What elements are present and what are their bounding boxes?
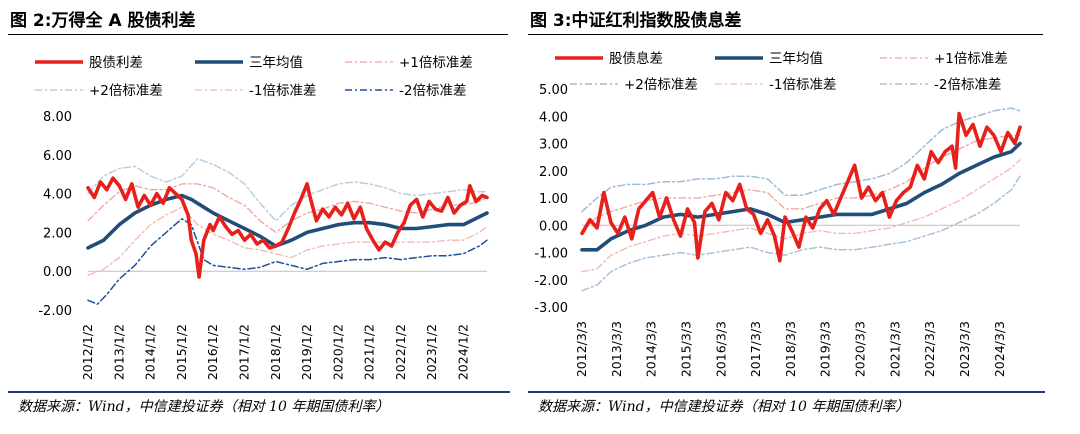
legend-label: +2倍标准差 bbox=[624, 77, 698, 93]
x-tick-label: 2013/3/3 bbox=[609, 321, 624, 377]
legend-item: -2倍标准差 bbox=[345, 83, 466, 99]
series-line-spread bbox=[86, 176, 489, 279]
x-tick-label: 2020/1/2 bbox=[330, 324, 345, 380]
chart-panel-left: 图 2:万得全 A 股债利差 股债利差 三年均值 +1倍标准差 +2倍标准差 -1倍标准… bbox=[0, 0, 520, 434]
chart-title: 图 2:万得全 A 股债利差 bbox=[10, 11, 196, 31]
legend-label: 股债息差 bbox=[609, 50, 663, 67]
legend-item: +1倍标准差 bbox=[880, 51, 1008, 67]
source-note: 数据来源：Wind，中信建投证券（相对 10 年期国债利率） bbox=[18, 399, 390, 415]
x-tick-label: 2019/1/2 bbox=[299, 324, 314, 380]
y-tick-label: 2.00 bbox=[43, 226, 72, 241]
x-tick-label: 2018/3/3 bbox=[783, 321, 798, 377]
x-tick-label: 2017/3/3 bbox=[748, 321, 763, 377]
x-tick-label: 2015/3/3 bbox=[678, 321, 693, 377]
series-line-m2 bbox=[87, 218, 488, 305]
x-tick-label: 2018/1/2 bbox=[268, 324, 283, 380]
y-tick-label: 6.00 bbox=[43, 149, 72, 164]
y-tick-label: 1.00 bbox=[539, 192, 568, 207]
series-line-p2 bbox=[87, 157, 488, 222]
series-line-mean bbox=[580, 141, 1022, 252]
x-tick-label: 2020/3/3 bbox=[853, 321, 868, 377]
x-tick-label: 2014/3/3 bbox=[644, 321, 659, 377]
chart-panel-right: 图 3:中证红利指数股债息差 股债息差 三年均值 +1倍标准差 +2倍标准差 -1倍标准… bbox=[520, 0, 1080, 434]
legend-item: -1倍标准差 bbox=[195, 83, 316, 99]
legend-item: 三年均值 bbox=[195, 55, 303, 71]
y-tick-label: 8.00 bbox=[43, 110, 72, 125]
title-rule bbox=[8, 34, 508, 35]
y-tick-label: 3.00 bbox=[539, 138, 568, 153]
x-tick-label: 2023/1/2 bbox=[424, 324, 439, 380]
x-tick-label: 2024/3/3 bbox=[992, 321, 1007, 377]
series-line-p2 bbox=[581, 107, 1021, 213]
x-tick-label: 2017/1/2 bbox=[236, 324, 251, 380]
bottom-rule bbox=[8, 391, 510, 393]
chart-svg-right: 股债息差 三年均值 +1倍标准差 +2倍标准差 -1倍标准差 -2倍标准差 5.00 4.00… bbox=[534, 50, 1022, 377]
legend-item: -2倍标准差 bbox=[880, 77, 1001, 93]
legend-item: -1倍标准差 bbox=[715, 77, 836, 93]
source-note: 数据来源：Wind，中信建投证券（相对 10 年期国债利率） bbox=[538, 399, 910, 415]
series-line-m2 bbox=[581, 175, 1021, 292]
x-tick-label: 2016/3/3 bbox=[713, 321, 728, 377]
legend-item: 三年均值 bbox=[715, 51, 823, 67]
y-tick-label: -2.00 bbox=[38, 304, 72, 319]
legend-label: -1倍标准差 bbox=[249, 83, 316, 99]
y-tick-label: 0.00 bbox=[43, 265, 72, 280]
y-tick-label: 5.00 bbox=[539, 83, 568, 98]
series-line-m1 bbox=[87, 206, 488, 276]
y-tick-label: 4.00 bbox=[43, 188, 72, 203]
legend-label: 三年均值 bbox=[249, 55, 303, 71]
x-tick-label: 2022/3/3 bbox=[922, 321, 937, 377]
legend-item: 股债利差 bbox=[35, 55, 143, 71]
legend-item: +2倍标准差 bbox=[570, 77, 698, 93]
x-tick-label: 2013/1/2 bbox=[111, 324, 126, 380]
legend-item: +2倍标准差 bbox=[35, 83, 163, 99]
series-line-m1 bbox=[581, 159, 1021, 273]
x-tick-label: 2024/1/2 bbox=[456, 324, 471, 380]
chart-svg-left: 股债利差 三年均值 +1倍标准差 +2倍标准差 -1倍标准差 -2倍标准差 8.00 6.00… bbox=[35, 55, 489, 380]
x-tick-label: 2014/1/2 bbox=[143, 324, 158, 380]
bottom-rule bbox=[528, 391, 1045, 393]
series-line-mean bbox=[86, 193, 489, 250]
y-tick-label: -3.00 bbox=[534, 301, 568, 316]
x-tick-label: 2023/3/3 bbox=[957, 321, 972, 377]
x-tick-label: 2022/1/2 bbox=[393, 324, 408, 380]
x-tick-label: 2021/1/2 bbox=[362, 324, 377, 380]
legend-label: +1倍标准差 bbox=[399, 55, 473, 71]
y-tick-label: -1.00 bbox=[534, 247, 568, 262]
legend-label: -2倍标准差 bbox=[399, 83, 466, 99]
x-tick-label: 2012/1/2 bbox=[80, 324, 95, 380]
legend-label: 三年均值 bbox=[769, 51, 823, 67]
y-tick-label: -2.00 bbox=[534, 274, 568, 289]
legend-item: +1倍标准差 bbox=[345, 55, 473, 71]
y-tick-label: 4.00 bbox=[539, 110, 568, 125]
x-tick-label: 2015/1/2 bbox=[174, 324, 189, 380]
x-tick-label: 2019/3/3 bbox=[818, 321, 833, 377]
legend-item: 股债息差 bbox=[555, 50, 663, 67]
legend-label: -1倍标准差 bbox=[769, 77, 836, 93]
series-line-spread bbox=[580, 111, 1022, 263]
y-tick-label: 0.00 bbox=[539, 219, 568, 234]
chart-title: 图 3:中证红利指数股债息差 bbox=[530, 11, 742, 31]
y-tick-label: 2.00 bbox=[539, 165, 568, 180]
legend-label: 股债利差 bbox=[89, 55, 143, 71]
legend-label: +1倍标准差 bbox=[934, 51, 1008, 67]
x-tick-label: 2012/3/3 bbox=[574, 321, 589, 377]
x-tick-label: 2021/3/3 bbox=[887, 321, 902, 377]
x-tick-label: 2016/1/2 bbox=[205, 324, 220, 380]
title-rule bbox=[528, 34, 1043, 35]
legend-label: +2倍标准差 bbox=[89, 83, 163, 99]
legend-label: -2倍标准差 bbox=[934, 77, 1001, 93]
